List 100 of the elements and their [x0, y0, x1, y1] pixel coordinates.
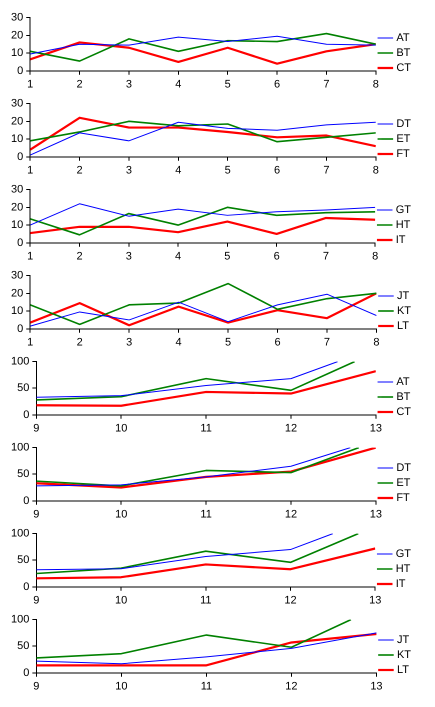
- y-tick-label: 30: [10, 184, 24, 196]
- x-tick-label: 1: [27, 164, 34, 176]
- y-tick-label: 0: [17, 64, 24, 77]
- x-tick-label: 4: [176, 336, 182, 348]
- y-tick-label: 10: [10, 219, 24, 232]
- legend-label: ET: [396, 133, 411, 146]
- x-tick-label: 1: [27, 78, 34, 90]
- x-tick-label: 10: [115, 680, 128, 692]
- legend-label: BT: [396, 47, 411, 60]
- legend-label: GT: [396, 548, 412, 560]
- x-tick-label: 11: [200, 594, 212, 606]
- x-tick-label: 12: [285, 680, 298, 692]
- legend-label: ET: [396, 477, 411, 490]
- y-tick-label: 30: [10, 270, 24, 282]
- y-tick-label: 10: [10, 305, 24, 318]
- y-tick-label: 0: [23, 408, 30, 421]
- x-tick-label: 9: [33, 422, 40, 434]
- legend-label: HT: [396, 219, 411, 232]
- legend-label: CT: [396, 406, 412, 418]
- legend-label: DT: [396, 462, 412, 474]
- x-tick-label: 8: [373, 336, 380, 348]
- x-tick-label: 8: [372, 78, 379, 90]
- legend-label: DT: [396, 118, 412, 130]
- legend-label: JT: [396, 634, 410, 646]
- x-tick-label: 6: [274, 164, 280, 176]
- y-tick-label: 50: [17, 382, 30, 394]
- x-tick-label: 6: [274, 78, 280, 90]
- y-tick-label: 20: [10, 201, 24, 214]
- x-tick-label: 11: [200, 508, 212, 520]
- y-tick-label: 0: [17, 150, 24, 163]
- x-tick-label: 12: [284, 594, 297, 606]
- y-tick-label: 20: [10, 115, 24, 128]
- x-tick-label: 1: [27, 336, 34, 348]
- legend-label: BT: [396, 391, 411, 404]
- y-tick-label: 50: [17, 640, 30, 652]
- y-tick-label: 0: [23, 494, 30, 507]
- legend-label: CT: [396, 62, 412, 74]
- x-tick-label: 7: [324, 336, 330, 348]
- x-tick-label: 6: [274, 250, 280, 262]
- y-tick-label: 50: [17, 554, 30, 566]
- x-tick-label: 10: [114, 594, 128, 606]
- x-tick-label: 5: [224, 250, 230, 262]
- x-tick-label: 5: [224, 78, 231, 90]
- x-tick-label: 2: [76, 78, 83, 90]
- x-tick-label: 13: [370, 680, 383, 692]
- legend-label: GT: [396, 204, 412, 216]
- y-tick-label: 20: [10, 287, 24, 300]
- y-tick-label: 10: [10, 47, 24, 60]
- y-tick-label: 30: [10, 12, 24, 24]
- x-tick-label: 6: [274, 336, 281, 348]
- x-tick-label: 4: [175, 250, 182, 262]
- legend-label: JT: [396, 290, 410, 302]
- legend-label: AT: [396, 32, 410, 44]
- y-tick-label: 100: [10, 614, 30, 626]
- x-tick-label: 7: [323, 78, 330, 90]
- x-tick-label: 9: [33, 508, 40, 520]
- x-tick-label: 2: [76, 336, 83, 348]
- legend-label: HT: [396, 563, 411, 576]
- x-tick-label: 12: [284, 422, 298, 434]
- y-tick-label: 0: [23, 666, 30, 679]
- x-tick-label: 5: [225, 336, 232, 348]
- legend-label: KT: [396, 649, 412, 662]
- x-tick-label: 11: [200, 680, 212, 692]
- x-tick-label: 5: [224, 164, 231, 176]
- legend-label: FT: [396, 492, 410, 504]
- x-tick-label: 9: [33, 594, 40, 606]
- x-tick-label: 13: [370, 508, 382, 520]
- legend-label: FT: [396, 148, 410, 160]
- y-tick-label: 0: [17, 236, 24, 249]
- y-tick-label: 10: [10, 133, 24, 146]
- x-tick-label: 3: [126, 336, 132, 348]
- x-tick-label: 4: [175, 78, 182, 90]
- y-tick-label: 100: [10, 442, 30, 454]
- x-tick-label: 4: [175, 164, 182, 176]
- x-tick-label: 2: [76, 164, 83, 176]
- x-tick-label: 8: [372, 164, 379, 176]
- y-tick-label: 50: [17, 468, 30, 480]
- x-tick-label: 10: [115, 508, 128, 520]
- y-tick-label: 20: [10, 29, 24, 42]
- x-tick-label: 2: [76, 250, 83, 262]
- x-tick-label: 3: [126, 78, 132, 90]
- legend-label: IT: [396, 578, 406, 590]
- x-tick-label: 3: [126, 250, 132, 262]
- x-tick-label: 7: [322, 250, 330, 262]
- x-tick-label: 3: [126, 164, 132, 176]
- x-tick-label: 12: [284, 508, 298, 520]
- legend-label: KT: [396, 305, 412, 318]
- x-tick-label: 13: [370, 422, 382, 434]
- y-tick-label: 30: [10, 98, 24, 110]
- legend-label: LT: [396, 320, 410, 332]
- x-tick-label: 11: [200, 422, 212, 434]
- x-tick-label: 7: [323, 164, 330, 176]
- x-tick-label: 10: [115, 422, 128, 434]
- legend-label: AT: [396, 376, 410, 388]
- x-tick-label: 9: [33, 680, 40, 692]
- x-tick-label: 13: [369, 594, 382, 606]
- legend-label: IT: [396, 234, 406, 246]
- y-tick-label: 0: [23, 580, 30, 593]
- y-tick-label: 100: [10, 356, 30, 368]
- y-tick-label: 100: [10, 528, 30, 540]
